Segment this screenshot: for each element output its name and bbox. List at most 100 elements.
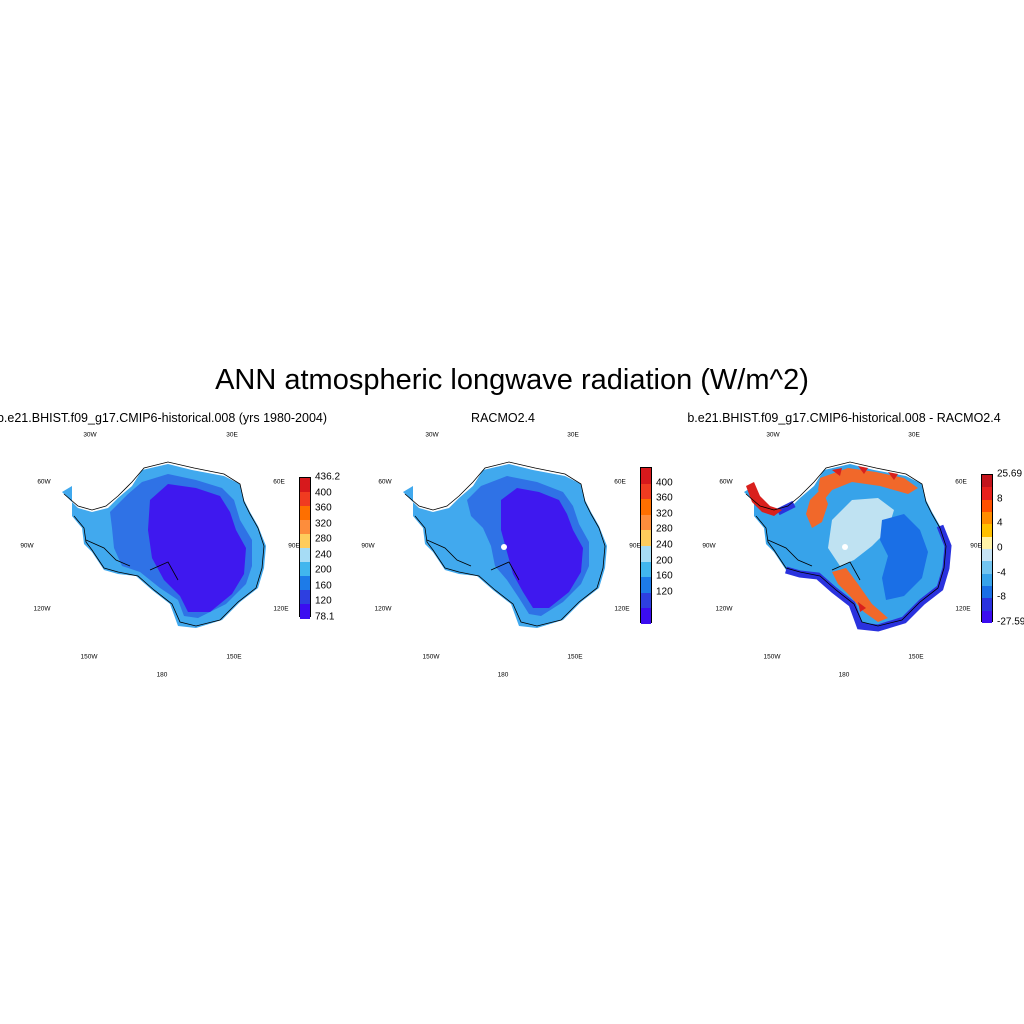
colorbar-tick-label: 8 xyxy=(997,493,1003,505)
colorbar-tick-label: 160 xyxy=(315,580,332,592)
diff-warm-west xyxy=(806,488,828,528)
colorbar-segment xyxy=(641,514,651,531)
colorbar-segment xyxy=(641,530,651,547)
colorbar-tick-label: 400 xyxy=(315,487,332,499)
colorbar-tick-label: 120 xyxy=(315,595,332,607)
colorbar-segment xyxy=(300,590,310,605)
colorbar-tick-label: 320 xyxy=(656,508,673,520)
lon-label-90e: 90E xyxy=(288,542,300,550)
lon-label-30e: 30E xyxy=(226,431,238,439)
colorbar-segment xyxy=(300,562,310,577)
lon-label-120w: 120W xyxy=(33,605,51,613)
lon-label-90e: 90E xyxy=(629,542,641,550)
map-obs xyxy=(403,461,607,628)
lon-label-150w: 150W xyxy=(763,653,781,661)
colorbar-segment xyxy=(641,608,651,625)
colorbar-segment xyxy=(982,598,992,612)
colorbar-tick-label: -4 xyxy=(997,567,1006,579)
colorbar-tick-label: 120 xyxy=(656,586,673,598)
lon-label-60e: 60E xyxy=(273,478,285,486)
lon-label-90w: 90W xyxy=(702,542,716,550)
colorbar-segment xyxy=(300,506,310,521)
panel-title-diff: b.e21.BHIST.f09_g17.CMIP6-historical.008… xyxy=(687,411,1001,425)
antarctica-field-obs xyxy=(403,464,607,628)
lon-label-150e: 150E xyxy=(908,653,924,661)
plateau-region xyxy=(148,484,246,612)
lon-label-90e: 90E xyxy=(970,542,982,550)
lon-label-150w: 150W xyxy=(80,653,98,661)
plateau-region xyxy=(501,488,583,608)
lon-label-30w: 30W xyxy=(83,431,97,439)
colorbar-segment xyxy=(300,492,310,507)
colorbar-box xyxy=(640,467,652,625)
colorbar-segment xyxy=(982,586,992,599)
colorbar-tick-label: 280 xyxy=(656,523,673,535)
colorbar-segment xyxy=(641,546,651,563)
colorbar-tick-label: 200 xyxy=(315,564,332,576)
lon-label-120w: 120W xyxy=(715,605,733,613)
colorbar-tick-label: 400 xyxy=(656,477,673,489)
lon-label-150e: 150E xyxy=(567,653,583,661)
lon-label-120e: 120E xyxy=(955,605,971,613)
figure-title: ANN atmospheric longwave radiation (W/m^… xyxy=(215,364,809,396)
lon-label-60w: 60W xyxy=(378,478,392,486)
colorbar-tick-label: 436.2 xyxy=(315,471,341,483)
lon-label-180: 180 xyxy=(838,671,850,679)
lon-label-30e: 30E xyxy=(908,431,920,439)
pole-gap xyxy=(842,544,848,550)
colorbar-segment xyxy=(982,487,992,501)
colorbar-segment xyxy=(982,561,992,575)
colorbar-segment xyxy=(300,548,310,563)
colorbar-segment xyxy=(641,592,651,609)
colorbar-tick-label: 360 xyxy=(315,502,332,514)
colorbar-segment xyxy=(982,549,992,562)
diff-warm-band-ross xyxy=(832,568,888,622)
lon-label-90w: 90W xyxy=(20,542,34,550)
lon-label-60e: 60E xyxy=(955,478,967,486)
colorbar-tick-label: 0 xyxy=(997,542,1003,554)
colorbar-tick-label: 25.69 xyxy=(997,468,1023,480)
colorbar-segment xyxy=(300,576,310,591)
lon-label-120e: 120E xyxy=(273,605,289,613)
colorbar-tick-label: 360 xyxy=(656,492,673,504)
colorbar-box xyxy=(299,477,311,619)
lon-label-30e: 30E xyxy=(567,431,579,439)
panel-title-obs: RACMO2.4 xyxy=(471,411,535,425)
lon-label-60e: 60E xyxy=(614,478,626,486)
antarctica-field-diff xyxy=(744,464,952,632)
colorbar-tick-label: 200 xyxy=(656,555,673,567)
colorbar-tick-label: 160 xyxy=(656,570,673,582)
colorbar-segment xyxy=(982,475,992,488)
colorbar-segment xyxy=(641,499,651,516)
antarctica-field-model xyxy=(62,464,266,628)
lon-label-30w: 30W xyxy=(766,431,780,439)
colorbar-tick-label: 4 xyxy=(997,517,1003,529)
lon-label-150w: 150W xyxy=(422,653,440,661)
colorbar-segment xyxy=(982,536,992,550)
colorbar-segment xyxy=(300,520,310,535)
lon-label-120e: 120E xyxy=(614,605,630,613)
lon-label-90w: 90W xyxy=(361,542,375,550)
diff-east-negative xyxy=(880,514,928,600)
colorbar-segment xyxy=(982,512,992,525)
colorbar-tick-label: 320 xyxy=(315,518,332,530)
lon-label-150e: 150E xyxy=(226,653,242,661)
colorbar-box xyxy=(981,474,993,624)
coastline-diff xyxy=(745,461,947,627)
lon-label-180: 180 xyxy=(156,671,168,679)
colorbar-tick-label: 78.1 xyxy=(315,611,335,623)
colorbar-segment xyxy=(300,534,310,549)
colorbar-segment xyxy=(982,610,992,624)
colorbar-segment xyxy=(982,573,992,587)
lon-label-120w: 120W xyxy=(374,605,392,613)
pole-gap xyxy=(501,544,507,550)
lon-label-180: 180 xyxy=(497,671,509,679)
colorbar-tick-label: 240 xyxy=(315,549,332,561)
coastline-model xyxy=(63,461,265,627)
colorbar-segment xyxy=(982,499,992,513)
colorbar-tick-label: -27.59 xyxy=(997,616,1024,628)
colorbar-tick-label: 280 xyxy=(315,533,332,545)
diff-peninsula-hot xyxy=(746,482,782,516)
colorbar-tick-label: 240 xyxy=(656,539,673,551)
colorbar-segment xyxy=(300,604,310,619)
